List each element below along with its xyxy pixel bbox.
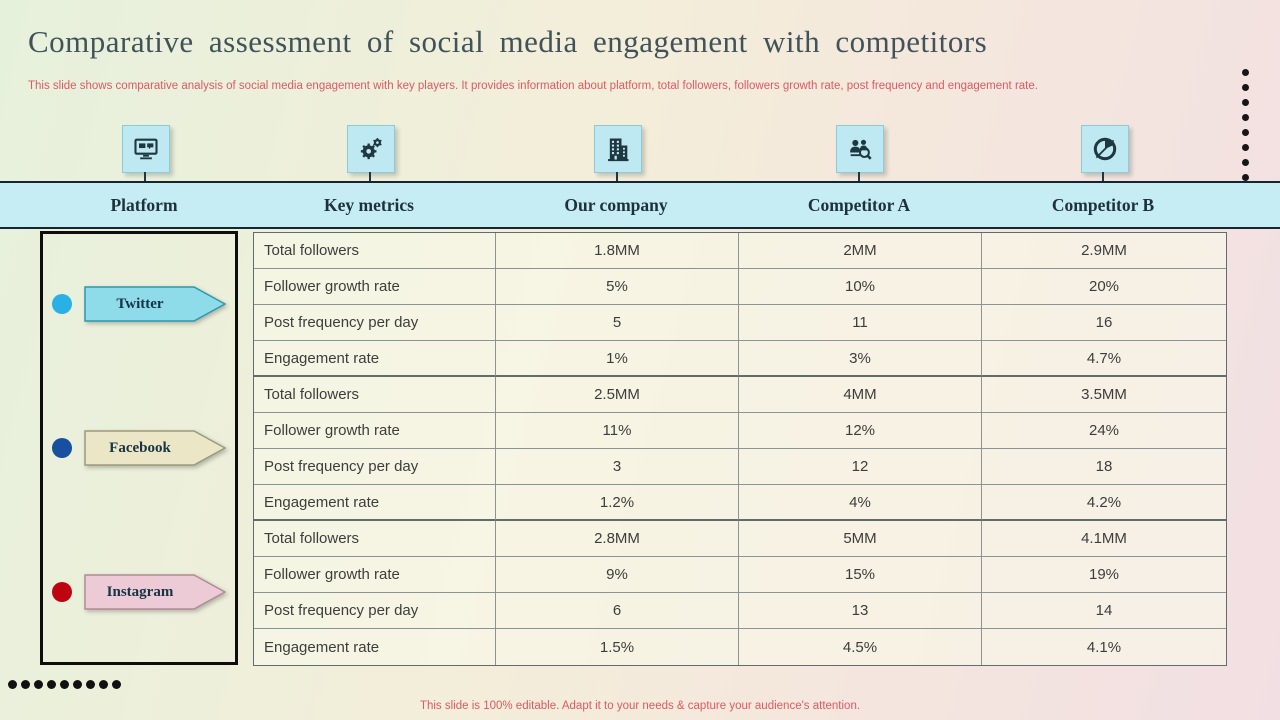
competitor-b-cell: 20%	[982, 269, 1226, 305]
connector-stem	[616, 172, 618, 182]
competitor-b-icon-box	[1081, 125, 1129, 173]
twitter-label: Twitter	[116, 295, 164, 312]
facebook-label: Facebook	[109, 439, 171, 456]
our-company-cell: 3	[496, 449, 739, 485]
vertical-dots-decoration	[1242, 69, 1249, 181]
metric-cell: Engagement rate	[254, 629, 496, 665]
our-company-icon-box	[594, 125, 642, 173]
competitor-a-icon-box	[836, 125, 884, 173]
competitor-a-cell: 4.5%	[739, 629, 982, 665]
twitter-dot	[52, 294, 72, 314]
competitor-a-cell: 10%	[739, 269, 982, 305]
our-company-cell: 11%	[496, 413, 739, 449]
column-header-competitor-b: Competitor B	[1051, 195, 1155, 215]
our-company-cell: 5%	[496, 269, 739, 305]
our-company-cell: 1%	[496, 341, 739, 377]
competitor-b-cell: 4.1%	[1086, 638, 1122, 656]
our-company-cell: 1.5%	[496, 629, 739, 665]
our-company-cell: 9%	[496, 557, 739, 593]
platform-icon-box	[122, 125, 170, 173]
metric-cell: Post frequency per day	[254, 305, 496, 341]
competitor-a-cell: 4MM	[739, 377, 982, 413]
competitor-a-cell: 5MM	[739, 521, 982, 557]
metric-cell: Total followers	[254, 521, 496, 557]
competitor-b-cell: 4.1MM	[982, 521, 1226, 557]
gears-icon	[360, 138, 382, 160]
our-company-cell: 2.8MM	[496, 521, 739, 557]
competitor-b-cell: 16	[982, 305, 1226, 341]
connector-stem	[1102, 172, 1104, 182]
competitor-b-cell: 24%	[982, 413, 1226, 449]
competitor-b-cell: 18	[982, 449, 1226, 485]
twitter-banner: Twitter	[84, 286, 226, 322]
competitor-b-cell: 3.5MM	[982, 377, 1226, 413]
connector-stem	[369, 172, 371, 182]
footer-note: This slide is 100% editable. Adapt it to…	[419, 700, 861, 712]
our-company-cell: 1.8MM	[496, 233, 739, 269]
building-icon	[608, 138, 629, 162]
competitor-a-cell: 15%	[739, 557, 982, 593]
facebook-banner: Facebook	[84, 430, 226, 466]
our-company-cell: 2.5MM	[496, 377, 739, 413]
metric-cell: Total followers	[254, 377, 496, 413]
our-company-cell: 5	[496, 305, 739, 341]
competitor-b-cell: 2.9MM	[982, 233, 1226, 269]
horizontal-dots-decoration	[8, 680, 121, 689]
competitor-b-cell: 4.2%	[982, 485, 1226, 521]
competitor-b-cell: 4.7%	[982, 341, 1226, 377]
metric-cell: Follower growth rate	[254, 557, 496, 593]
our-company-cell: 6	[496, 593, 739, 629]
column-header-our-company: Our company	[564, 195, 668, 215]
metric-cell: Engagement rate	[254, 485, 496, 521]
metric-cell: Post frequency per day	[254, 449, 496, 485]
metric-cell: Engagement rate	[254, 341, 496, 377]
metric-cell: Follower growth rate	[254, 413, 496, 449]
competitor-a-cell: 12	[739, 449, 982, 485]
metric-cell: Total followers	[254, 233, 496, 269]
donut-chart-icon	[1093, 137, 1117, 161]
column-header-competitor-a: Competitor A	[807, 195, 911, 215]
facebook-dot	[52, 438, 72, 458]
platform-panel	[40, 231, 238, 665]
competitor-a-cell: 12%	[739, 413, 982, 449]
competitor-a-cell: 4%	[739, 485, 982, 521]
slide-subtitle: This slide shows comparative analysis of…	[28, 80, 1038, 92]
column-header-platform: Platform	[110, 195, 178, 215]
key-metrics-icon-box	[347, 125, 395, 173]
competitor-a-cell: 11	[739, 305, 982, 341]
connector-stem	[144, 172, 146, 182]
competitor-b-cell: 19%	[982, 557, 1226, 593]
instagram-banner: Instagram	[84, 574, 226, 610]
comparison-table: Total followers 1.8MM 2MM 2.9MM Follower…	[253, 232, 1227, 666]
slide-title: Comparative assessment of social media e…	[28, 24, 988, 59]
competitor-b-cell: 14	[982, 593, 1226, 629]
competitor-a-cell: 3%	[739, 341, 982, 377]
connector-stem	[858, 172, 860, 182]
metric-cell: Follower growth rate	[254, 269, 496, 305]
social-platform-icon	[134, 138, 158, 160]
people-search-icon	[850, 139, 872, 160]
competitor-a-cell: 2MM	[739, 233, 982, 269]
our-company-cell: 1.2%	[496, 485, 739, 521]
instagram-dot	[52, 582, 72, 602]
competitor-a-cell: 13	[739, 593, 982, 629]
column-header-key-metrics: Key metrics	[324, 195, 414, 215]
table-header-band: Platform Key metrics Our company Competi…	[0, 181, 1280, 229]
metric-cell: Post frequency per day	[254, 593, 496, 629]
instagram-label: Instagram	[106, 583, 174, 600]
